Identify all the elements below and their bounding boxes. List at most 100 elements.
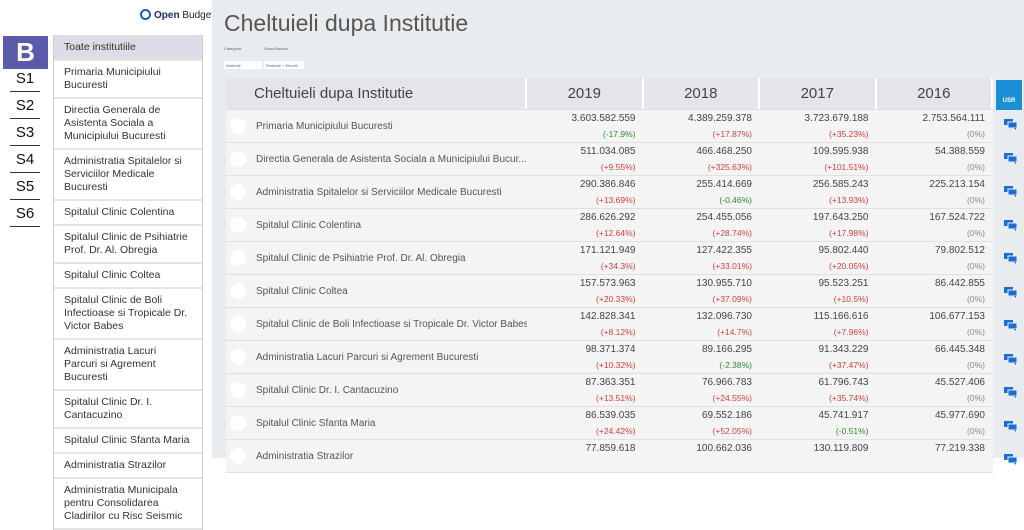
change-percent: (0%) — [967, 261, 985, 271]
filter-label: Sursa Banilor — [264, 46, 289, 51]
amount: 157.573.963 — [579, 278, 636, 289]
sidebar-item[interactable]: Spitalul Clinic de Boli Infectioase si T… — [54, 289, 202, 340]
table-row[interactable]: Spitalul Clinic Coltea 157.573.963 (+20.33… — [226, 275, 993, 308]
amount: 256.585.243 — [812, 179, 869, 190]
sidebar-item[interactable]: Primaria Municipiului Bucuresti — [54, 61, 202, 99]
header-year[interactable]: 2018 — [643, 78, 760, 109]
comment-icon[interactable] — [1004, 186, 1018, 197]
sector-link[interactable]: S4 — [10, 147, 40, 173]
app-logo[interactable]: B — [3, 36, 48, 69]
comment-icon[interactable] — [1004, 253, 1018, 264]
value-cell: 100.662.036 — [644, 440, 761, 472]
row-radio[interactable] — [230, 118, 246, 134]
amount: 142.828.341 — [579, 311, 636, 322]
sidebar-item[interactable]: Administratia Spitalelor si Serviciilor … — [54, 150, 202, 201]
change-percent: (+52.05%) — [712, 426, 752, 436]
table-row[interactable]: Administratia Lacuri Parcuri si Agrement… — [226, 341, 993, 374]
change-percent: (+35.23%) — [829, 129, 869, 139]
change-percent: (+20.05%) — [829, 261, 869, 271]
amount: 77.219.338 — [934, 443, 985, 454]
sector-link[interactable]: S1 — [10, 66, 40, 92]
sidebar-item[interactable]: Spitalul Clinic de Psihiatrie Prof. Dr. … — [54, 226, 202, 264]
amount: 69.552.186 — [701, 410, 752, 421]
value-cell: 86.442.855 (0%) — [877, 275, 994, 307]
row-radio[interactable] — [230, 415, 246, 431]
table-row[interactable]: Spitalul Clinic Colentina 286.626.292 (+12… — [226, 209, 993, 242]
category-select[interactable]: Institutie — [224, 61, 262, 69]
row-radio[interactable] — [230, 382, 246, 398]
source-select[interactable]: Primarie + Directii — [264, 61, 304, 69]
institution-name: Spitalul Clinic de Psihiatrie Prof. Dr. … — [256, 252, 466, 264]
table-row[interactable]: Administratia Spitalelor si Serviciilor … — [226, 176, 993, 209]
change-percent: (+35.74%) — [829, 393, 869, 403]
amount: 54.388.559 — [934, 146, 985, 157]
sector-link[interactable]: S3 — [10, 120, 40, 146]
comment-icon[interactable] — [1004, 320, 1018, 331]
row-radio[interactable] — [230, 448, 246, 464]
header-year[interactable]: 2017 — [760, 78, 877, 109]
sidebar-item[interactable]: Spitalul Clinic Sfanta Maria — [54, 429, 202, 454]
change-percent: (0%) — [967, 426, 985, 436]
comment-icon[interactable] — [1004, 119, 1018, 130]
row-radio[interactable] — [230, 217, 246, 233]
institution-name: Spitalul Clinic Dr. I. Cantacuzino — [256, 384, 399, 396]
table-row[interactable]: Administratia Strazilor 77.859.618 100.662… — [226, 440, 993, 473]
comment-icon[interactable] — [1004, 152, 1018, 164]
open-budget-logo: Open Budget — [140, 9, 214, 21]
institution-name: Administratia Spitalelor si Serviciilor … — [256, 186, 502, 198]
institution-name: Administratia Lacuri Parcuri si Agrement… — [256, 351, 479, 363]
amount: 290.386.846 — [579, 179, 636, 190]
header-year[interactable]: 2016 — [876, 78, 993, 109]
value-cell: 77.859.618 — [527, 440, 644, 472]
comment-icon[interactable] — [1004, 387, 1018, 398]
table-row[interactable]: Spitalul Clinic Dr. I. Cantacuzino 87.363… — [226, 374, 993, 407]
amount: 100.662.036 — [696, 443, 752, 454]
sidebar-item[interactable]: Administratia Municipala pentru Consolid… — [54, 479, 202, 530]
change-percent: (-17.9%) — [602, 129, 636, 139]
value-cell: 54.388.559 (0%) — [877, 143, 994, 175]
page-title: Cheltuieli dupa Institutie — [224, 10, 469, 36]
row-radio[interactable] — [230, 184, 246, 200]
sector-link[interactable]: S2 — [10, 93, 40, 119]
table-row[interactable]: Directia Generala de Asistenta Sociala a… — [226, 143, 993, 176]
value-cell: 76.966.783 (+24.55%) — [644, 374, 761, 406]
sidebar-item[interactable]: Toate institutiile — [54, 35, 202, 61]
amount: 76.966.783 — [701, 377, 752, 388]
comment-icon[interactable] — [1004, 286, 1018, 298]
amount: 77.859.618 — [585, 443, 636, 454]
change-percent: (+17.87%) — [712, 129, 752, 139]
change-percent: (+12.64%) — [596, 228, 636, 238]
sector-link[interactable]: S6 — [10, 201, 40, 227]
table-row[interactable]: Spitalul Clinic de Boli Infectioase si T… — [226, 308, 993, 341]
row-radio[interactable] — [230, 151, 246, 167]
sidebar-item[interactable]: Spitalul Clinic Dr. I. Cantacuzino — [54, 391, 202, 429]
row-radio[interactable] — [230, 250, 246, 266]
usr-badge[interactable]: USR — [996, 80, 1022, 110]
sector-link[interactable]: S5 — [10, 174, 40, 200]
amount: 89.166.295 — [701, 344, 752, 355]
amount: 225.213.154 — [929, 179, 985, 190]
comment-icon[interactable] — [1004, 353, 1018, 365]
amount: 87.363.351 — [585, 377, 636, 388]
table-row[interactable]: Spitalul Clinic Sfanta Maria 86.539.035 (+… — [226, 407, 993, 440]
comment-icon[interactable] — [1004, 454, 1018, 465]
header-name: Cheltuieli dupa Institutie — [226, 78, 527, 109]
institution-name: Spitalul Clinic Colentina — [256, 219, 362, 231]
comment-icon[interactable] — [1004, 420, 1018, 432]
change-percent: (-2.38%) — [719, 360, 752, 370]
table-row[interactable]: Primaria Municipiului Bucuresti 3.603.582… — [226, 110, 993, 143]
change-percent: (+10.5%) — [833, 294, 869, 304]
table-row[interactable]: Spitalul Clinic de Psihiatrie Prof. Dr. … — [226, 242, 993, 275]
row-radio[interactable] — [230, 283, 246, 299]
value-cell: 167.524.722 (0%) — [877, 209, 994, 241]
sidebar-item[interactable]: Administratia Lacuri Parcuri si Agrement… — [54, 340, 202, 391]
value-cell: 130.955.710 (+37.09%) — [644, 275, 761, 307]
row-radio[interactable] — [230, 316, 246, 332]
comment-icon[interactable] — [1004, 219, 1018, 231]
sidebar-item[interactable]: Spitalul Clinic Coltea — [54, 264, 202, 289]
header-year[interactable]: 2019 — [527, 78, 644, 109]
sidebar-item[interactable]: Spitalul Clinic Colentina — [54, 201, 202, 226]
row-radio[interactable] — [230, 349, 246, 365]
sidebar-item[interactable]: Directia Generala de Asistenta Sociala a… — [54, 99, 202, 150]
change-percent: (+24.55%) — [712, 393, 752, 403]
